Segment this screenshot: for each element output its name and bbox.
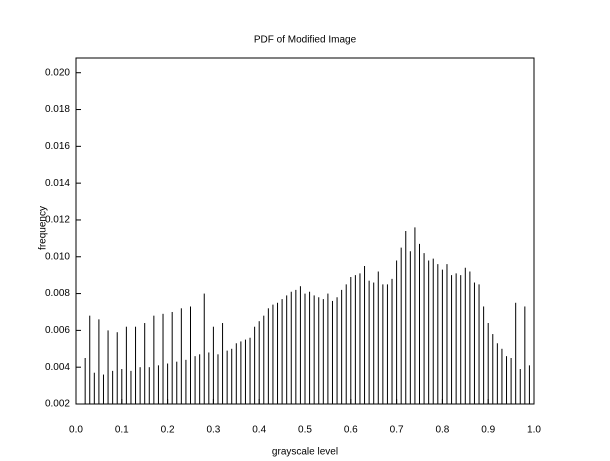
x-tick-label: 0.4 [252,425,266,436]
y-tick-label: 0.004 [45,362,70,373]
chart-title: PDF of Modified Image [254,35,357,46]
x-tick-label: 0.5 [298,425,312,436]
y-tick-label: 0.002 [45,399,70,410]
y-tick-label: 0.018 [45,104,70,115]
x-tick-label: 0.0 [69,425,83,436]
y-tick-label: 0.010 [45,251,70,262]
y-tick-label: 0.008 [45,288,70,299]
x-tick-label: 0.3 [206,425,220,436]
y-tick-label: 0.006 [45,325,70,336]
x-tick-label: 0.9 [481,425,495,436]
y-tick-label: 0.012 [45,215,70,226]
y-tick-label: 0.014 [45,178,70,189]
x-axis-label: grayscale level [272,447,338,458]
x-tick-label: 0.2 [161,425,175,436]
x-tick-label: 1.0 [527,425,541,436]
y-tick-label: 0.016 [45,141,70,152]
x-tick-label: 0.6 [344,425,358,436]
y-tick-label: 0.020 [45,67,70,78]
y-axis-label: frequency [38,206,49,250]
x-tick-label: 0.8 [435,425,449,436]
x-tick-label: 0.1 [115,425,129,436]
x-tick-label: 0.7 [390,425,404,436]
